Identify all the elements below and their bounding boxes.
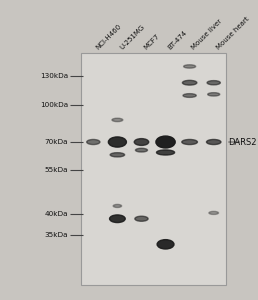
Ellipse shape — [112, 118, 123, 122]
Ellipse shape — [110, 215, 125, 223]
Ellipse shape — [182, 140, 197, 145]
Ellipse shape — [208, 93, 220, 96]
Ellipse shape — [108, 137, 126, 147]
Text: DARS2: DARS2 — [228, 137, 257, 146]
Ellipse shape — [157, 240, 174, 249]
Ellipse shape — [134, 139, 149, 145]
Text: 130kDa: 130kDa — [40, 73, 68, 79]
Ellipse shape — [135, 148, 148, 152]
Bar — [81, 52, 226, 285]
Text: BT-474: BT-474 — [167, 30, 188, 51]
Ellipse shape — [207, 81, 220, 85]
Text: Mouse liver: Mouse liver — [191, 18, 223, 51]
Text: 55kDa: 55kDa — [45, 167, 68, 173]
Text: 40kDa: 40kDa — [45, 211, 68, 217]
Text: MCF7: MCF7 — [143, 33, 161, 51]
Ellipse shape — [206, 140, 221, 145]
Text: 100kDa: 100kDa — [40, 102, 68, 108]
Text: 35kDa: 35kDa — [45, 232, 68, 238]
Ellipse shape — [156, 136, 175, 148]
Ellipse shape — [209, 212, 219, 214]
Ellipse shape — [157, 150, 175, 155]
Text: NCI-H460: NCI-H460 — [95, 23, 122, 51]
Text: Mouse heart: Mouse heart — [215, 16, 250, 51]
Text: U-251MG: U-251MG — [119, 24, 146, 51]
Ellipse shape — [182, 80, 197, 85]
Ellipse shape — [183, 94, 196, 98]
Ellipse shape — [113, 204, 122, 208]
Text: 70kDa: 70kDa — [45, 139, 68, 145]
Ellipse shape — [110, 153, 125, 157]
Ellipse shape — [135, 216, 148, 221]
Ellipse shape — [184, 65, 196, 68]
Ellipse shape — [87, 140, 100, 145]
